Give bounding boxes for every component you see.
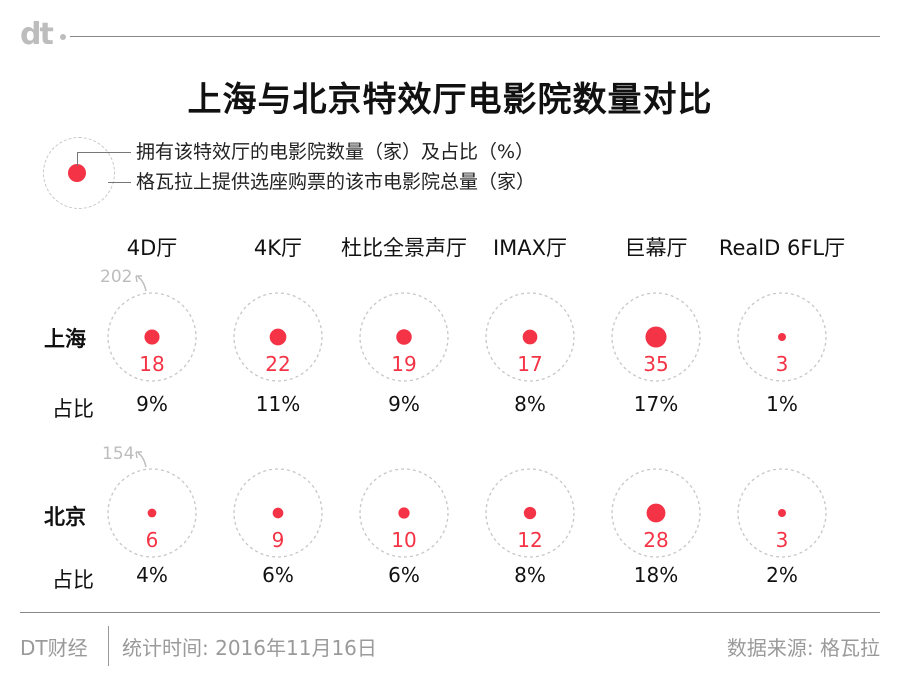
col-head-giant: 巨幕厅: [624, 236, 688, 260]
total-arrow-head-1: [135, 451, 142, 459]
row-label-beijing: 北京: [44, 505, 86, 529]
value-label-1-1: 9: [272, 528, 285, 552]
value-label-1-2: 10: [391, 528, 416, 552]
legend-inner-dot: [68, 164, 86, 182]
total-circle-1-5: [737, 468, 827, 558]
value-label-1-4: 28: [643, 528, 668, 552]
total-circle-0-0: [107, 292, 197, 382]
percent-label-1-4: 18%: [634, 563, 678, 587]
legend-inner-text: 拥有该特效厅的电影院数量（家）及占比（%）: [136, 141, 535, 163]
total-label-beijing: 154: [102, 444, 135, 464]
col-head-dolby: 杜比全景声厅: [341, 236, 467, 260]
legend-outer-circle: [43, 137, 115, 209]
percent-label-1-2: 6%: [388, 563, 420, 587]
chart-title: 上海与北京特效厅电影院数量对比: [187, 80, 713, 120]
col-head-reald: RealD 6FL厅: [718, 236, 846, 260]
legend-leader-inner-h: [77, 152, 131, 153]
total-circle-0-5: [737, 292, 827, 382]
value-label-1-0: 6: [146, 528, 159, 552]
bubble-0-2: [396, 329, 412, 345]
percent-label-0-5: 1%: [766, 392, 798, 416]
bubble-1-3: [523, 506, 537, 520]
header-dot: [60, 34, 66, 40]
total-circle-0-3: [485, 292, 575, 382]
pct-label-beijing: 占比: [52, 568, 94, 592]
bubble-1-0: [147, 508, 157, 518]
value-label-1-3: 12: [517, 528, 542, 552]
bubble-0-1: [269, 328, 287, 346]
percent-label-0-4: 17%: [634, 392, 678, 416]
value-label-0-4: 35: [643, 352, 668, 376]
bubble-1-4: [646, 503, 666, 523]
dt-logo: dt: [20, 17, 54, 52]
total-circle-1-4: [611, 468, 701, 558]
col-head-4d: 4D厅: [126, 236, 178, 260]
footer-source: 数据来源: 格瓦拉: [726, 636, 880, 660]
value-label-0-3: 17: [517, 352, 542, 376]
row-label-shanghai: 上海: [44, 327, 86, 351]
bubble-1-1: [272, 507, 284, 519]
legend-outer-text: 格瓦拉上提供选座购票的该市电影院总量（家）: [136, 171, 536, 193]
percent-label-1-5: 2%: [766, 563, 798, 587]
percent-label-0-1: 11%: [256, 392, 300, 416]
legend-leader-inner: [77, 152, 78, 166]
total-circle-0-4: [611, 292, 701, 382]
value-label-0-5: 3: [776, 352, 789, 376]
value-label-0-1: 22: [265, 352, 290, 376]
total-arrow-0: [137, 276, 147, 292]
pct-label-shanghai: 占比: [52, 397, 94, 421]
percent-label-1-1: 6%: [262, 563, 294, 587]
value-label-1-5: 3: [776, 528, 789, 552]
bubble-0-0: [144, 329, 160, 345]
bubble-0-4: [645, 326, 667, 348]
header-rule: [70, 36, 880, 37]
total-circle-1-1: [233, 468, 323, 558]
total-arrow-1: [137, 452, 147, 468]
total-circle-1-2: [359, 468, 449, 558]
footer-rule: [20, 612, 880, 613]
total-circle-0-2: [359, 292, 449, 382]
value-label-0-2: 19: [391, 352, 416, 376]
percent-label-0-3: 8%: [514, 392, 546, 416]
col-head-imax: IMAX厅: [492, 236, 568, 260]
bubble-0-5: [778, 333, 786, 341]
bubble-1-5: [778, 509, 786, 517]
percent-label-1-3: 8%: [514, 563, 546, 587]
total-circle-1-0: [107, 468, 197, 558]
total-arrow-head-0: [135, 275, 142, 283]
footer-divider: [108, 626, 109, 666]
total-circle-1-3: [485, 468, 575, 558]
col-head-4k: 4K厅: [253, 236, 303, 260]
total-circle-0-1: [233, 292, 323, 382]
value-label-0-0: 18: [139, 352, 164, 376]
percent-label-0-0: 9%: [136, 392, 168, 416]
bubble-0-3: [522, 329, 538, 345]
percent-label-0-2: 9%: [388, 392, 420, 416]
legend-leader-outer: [108, 182, 131, 183]
footer-brand: DT财经: [20, 636, 88, 660]
footer-stat-time: 统计时间: 2016年11月16日: [122, 636, 377, 660]
bubble-1-2: [398, 507, 410, 519]
total-label-shanghai: 202: [100, 267, 133, 287]
percent-label-1-0: 4%: [136, 563, 168, 587]
